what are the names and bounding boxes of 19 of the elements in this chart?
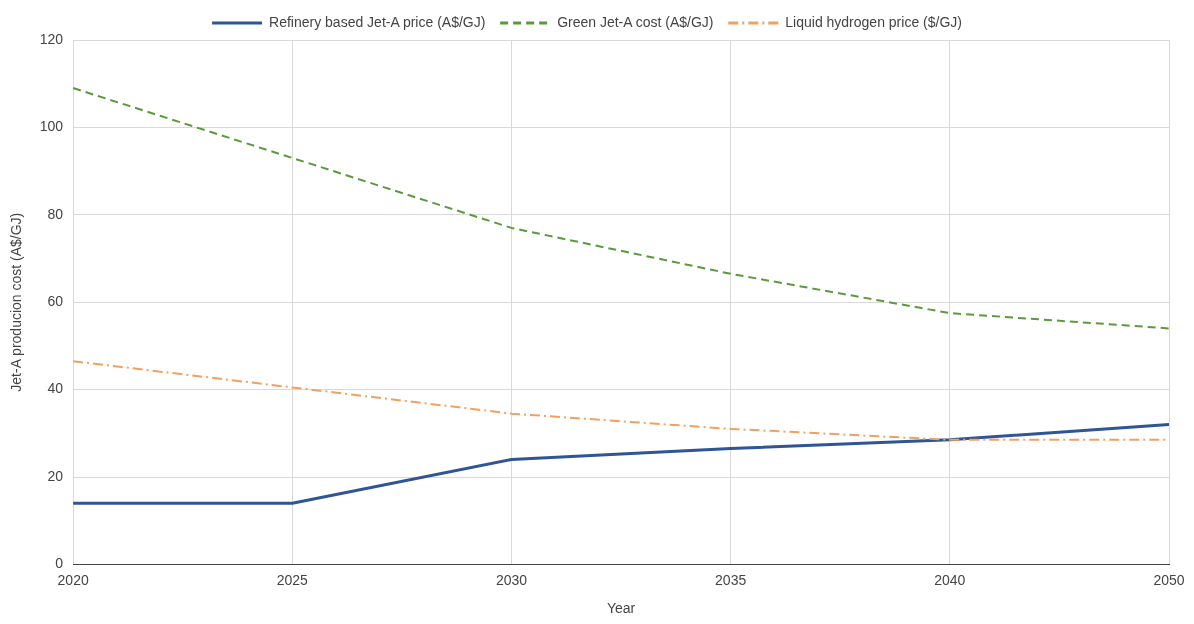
x-tick-label: 2020 xyxy=(57,571,89,588)
x-tick-label: 2050 xyxy=(1153,571,1185,588)
y-tick-label: 0 xyxy=(55,555,64,572)
x-tick-label: 2035 xyxy=(715,571,747,588)
legend-label: Liquid hydrogen price ($/GJ) xyxy=(785,13,962,30)
line-series xyxy=(72,87,1170,330)
y-tick-label: 60 xyxy=(47,293,64,310)
y-tick-label: 100 xyxy=(39,118,64,135)
x-axis-title: Year xyxy=(606,600,636,617)
legend-label: Refinery based Jet-A price (A$/GJ) xyxy=(269,13,486,30)
x-tick-label: 2040 xyxy=(934,571,966,588)
y-tick-label: 20 xyxy=(47,467,64,484)
y-axis-title: Jet-A producion cost (A$/GJ) xyxy=(8,212,25,392)
y-tick-label: 40 xyxy=(47,380,64,397)
x-tick-label: 2025 xyxy=(276,571,309,588)
x-tick-label: 2030 xyxy=(495,571,528,588)
legend-label: Green Jet-A cost (A$/GJ) xyxy=(557,13,714,30)
y-tick-label: 80 xyxy=(47,205,64,222)
y-tick-label: 120 xyxy=(39,30,64,47)
